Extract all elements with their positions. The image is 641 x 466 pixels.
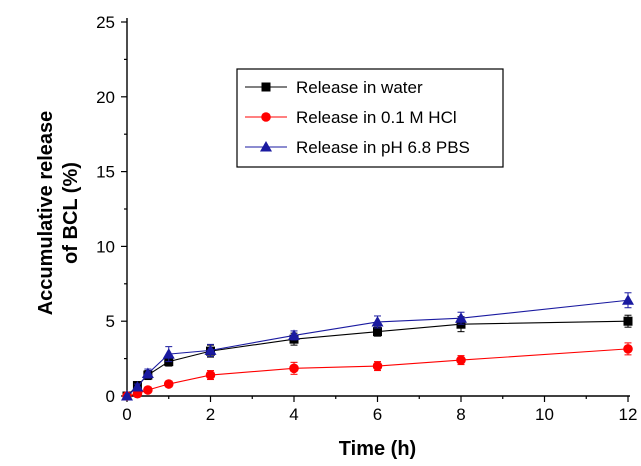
y-tick-label: 0 (106, 387, 115, 406)
legend-entry-2: Release in 0.1 M HCl (245, 108, 457, 127)
legend-box (236, 68, 504, 168)
x-tick-label: 6 (373, 405, 382, 424)
legend-label: Release in water (296, 78, 423, 97)
data-point (623, 316, 633, 326)
y-axis-title-line-1: Accumulative release (35, 111, 57, 316)
data-point (143, 385, 153, 395)
legend-marker (260, 141, 272, 152)
y-tick-label: 10 (96, 237, 115, 256)
y-tick-label: 20 (96, 88, 115, 107)
data-point (205, 370, 216, 380)
x-tick-label: 12 (619, 405, 638, 424)
legend-entry-1: Release in water (245, 78, 423, 97)
y-axis-title: Accumulative release of BCL (%) (35, 111, 82, 316)
axis-ticks: 0 2 4 6 8 10 12 0 5 10 15 20 25 (96, 13, 637, 424)
x-tick-label: 8 (456, 405, 465, 424)
legend-entries: Release in water Release in 0.1 M HCl Rele… (245, 78, 470, 157)
data-point (372, 361, 383, 371)
series-layer (121, 292, 634, 401)
data-point (141, 367, 154, 379)
x-tick-label: 0 (122, 405, 131, 424)
data-point (455, 312, 467, 323)
legend-label: Release in pH 6.8 PBS (296, 138, 470, 157)
series-3 (121, 292, 634, 401)
x-tick-label: 10 (535, 405, 554, 424)
x-tick-label: 4 (289, 405, 298, 424)
data-point (622, 294, 634, 305)
legend-entry-3: Release in pH 6.8 PBS (245, 138, 470, 157)
data-point (371, 315, 384, 327)
data-point (373, 327, 382, 337)
data-point (162, 348, 175, 359)
legend-marker (261, 82, 271, 92)
data-point (204, 344, 217, 355)
legend-marker (261, 112, 271, 122)
data-point (623, 344, 633, 354)
x-tick-label: 2 (206, 405, 215, 424)
series-line (126, 299, 629, 397)
y-tick-label: 5 (106, 312, 115, 331)
data-point (289, 363, 299, 374)
data-point (131, 381, 144, 392)
data-point (288, 329, 300, 340)
series-line (126, 348, 629, 397)
data-point (163, 379, 174, 389)
legend: Release in water Release in 0.1 M HCl Rele… (236, 68, 504, 168)
legend-label: Release in 0.1 M HCl (296, 108, 457, 127)
data-point (456, 355, 466, 365)
y-tick-label: 15 (96, 163, 115, 182)
y-axis-title-line-2: of BCL (%) (60, 162, 82, 264)
data-point (121, 390, 133, 401)
x-axis-title: Time (h) (339, 438, 416, 460)
y-tick-label: 25 (96, 13, 115, 32)
